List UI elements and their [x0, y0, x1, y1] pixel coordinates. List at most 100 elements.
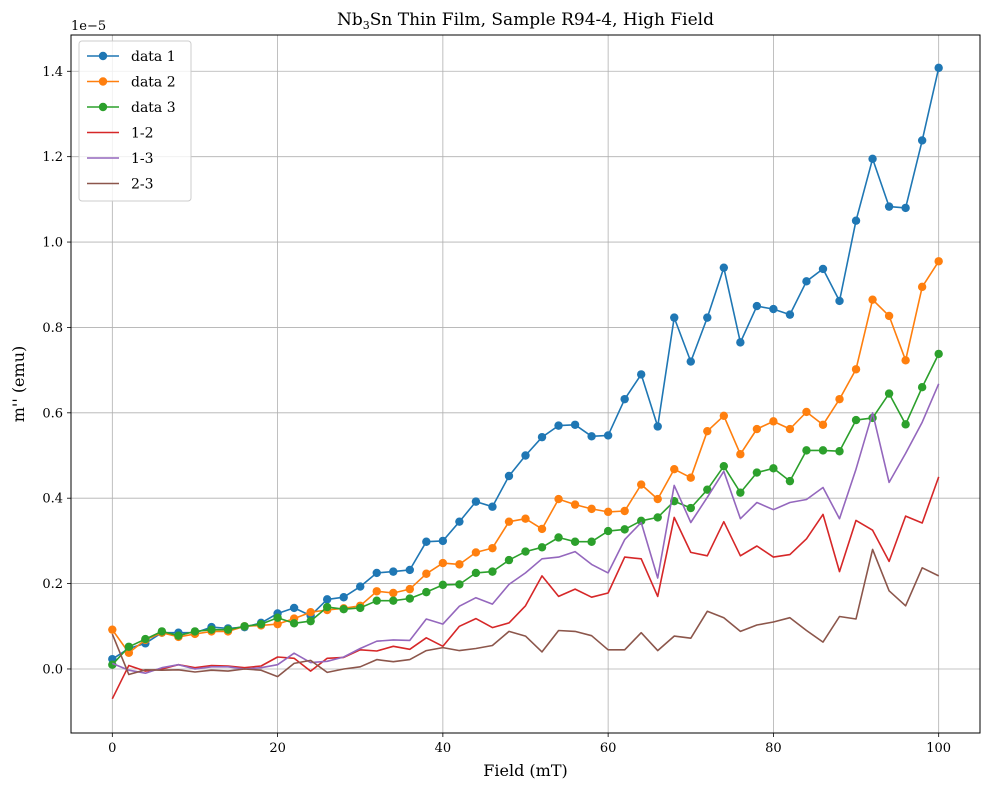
y-tick-label: 0.6 — [42, 406, 63, 421]
legend-entry: data 2 — [87, 75, 176, 91]
data-point — [223, 625, 233, 634]
x-tick-label: 60 — [600, 741, 617, 756]
legend-label: data 2 — [131, 75, 176, 91]
legend: data 1 data 2 data 3 1-2 1-3 2-3 — [78, 40, 192, 202]
data-point — [686, 473, 695, 482]
data-point — [570, 500, 580, 509]
data-point — [686, 357, 695, 366]
data-point — [157, 627, 167, 636]
data-point — [190, 627, 200, 636]
data-point — [438, 580, 448, 590]
data-point — [372, 568, 381, 578]
data-point — [322, 602, 332, 612]
data-point — [636, 516, 646, 526]
data-point — [587, 504, 596, 514]
data-point — [537, 432, 547, 442]
data-point — [587, 432, 596, 441]
data-point — [289, 603, 299, 613]
data-point — [570, 420, 580, 429]
data-point — [868, 154, 877, 164]
legend-label: 1-3 — [131, 151, 154, 167]
y-tick-label: 0.0 — [42, 662, 63, 677]
data-point — [570, 537, 580, 546]
data-point — [422, 587, 431, 597]
data-point — [488, 543, 497, 553]
legend-label: 2-3 — [131, 177, 154, 193]
data-point — [868, 295, 877, 304]
legend-entry: 1-3 — [87, 151, 154, 167]
data-point — [273, 613, 282, 622]
data-point — [736, 450, 745, 459]
series-line — [111, 548, 940, 678]
data-point — [322, 595, 332, 604]
data-point — [686, 503, 695, 513]
data-point — [818, 446, 828, 455]
data-point — [901, 203, 910, 213]
data-point — [537, 524, 547, 534]
series-1-3 — [111, 383, 940, 675]
data-point — [636, 480, 646, 489]
data-point — [124, 648, 134, 657]
y-tick-label: 0.2 — [42, 577, 63, 592]
series-2-3 — [111, 548, 940, 678]
data-point — [504, 555, 514, 565]
data-point — [802, 277, 811, 286]
data-point — [835, 394, 844, 404]
data-point — [917, 282, 927, 292]
data-point — [124, 642, 134, 651]
data-point — [273, 619, 282, 629]
x-tick-label: 100 — [926, 741, 951, 756]
y-axis-offset-text: 1e−5 — [71, 19, 106, 34]
data-point — [653, 422, 662, 431]
y-axis-label: m'' (emu) — [9, 346, 28, 422]
series-line — [111, 476, 940, 700]
data-point — [174, 631, 183, 640]
data-point — [802, 446, 811, 455]
data-point — [256, 619, 266, 629]
data-point — [603, 526, 613, 536]
data-point — [719, 461, 729, 471]
chart-title-suffix: Sn Thin Film, Sample R94-4, High Field — [370, 10, 714, 30]
data-point — [356, 582, 365, 591]
data-point — [471, 497, 481, 506]
data-point — [851, 365, 861, 374]
data-point — [455, 560, 464, 569]
data-point — [289, 619, 299, 628]
data-point — [422, 537, 431, 546]
chart-title-prefix: Nb — [337, 10, 363, 30]
data-point — [471, 548, 481, 557]
series-data-3 — [108, 349, 943, 669]
data-point — [554, 533, 563, 542]
series-layer — [108, 63, 943, 700]
data-point — [521, 514, 530, 523]
legend-entry: data 1 — [87, 49, 176, 65]
data-point — [339, 604, 348, 614]
data-point — [802, 407, 811, 417]
legend-label: 1-2 — [131, 126, 154, 142]
legend-marker — [98, 51, 108, 61]
data-point — [769, 464, 778, 473]
data-point — [389, 596, 398, 605]
data-point — [851, 216, 861, 225]
legend-entry: data 3 — [87, 100, 176, 116]
x-tick-label: 40 — [435, 741, 452, 756]
data-point — [240, 622, 249, 631]
y-tick-label: 1.0 — [42, 236, 63, 251]
data-point — [901, 356, 910, 365]
data-point — [934, 257, 943, 266]
data-point — [736, 488, 745, 497]
data-point — [554, 494, 563, 504]
data-point — [554, 421, 563, 430]
ticks: 0 20 40 60 80 100 0.0 0.2 0.4 0.6 0.8 1.0 1.2 1.4 — [42, 65, 951, 756]
data-point — [752, 424, 762, 434]
y-tick-label: 0.4 — [42, 492, 63, 507]
x-tick-label: 0 — [108, 741, 116, 756]
data-point — [818, 420, 828, 429]
y-tick-label: 1.4 — [42, 65, 63, 80]
data-point — [504, 517, 514, 526]
data-point — [108, 625, 117, 634]
data-point — [471, 568, 481, 578]
data-point — [141, 634, 150, 644]
legend-entry: 1-2 — [87, 126, 154, 142]
